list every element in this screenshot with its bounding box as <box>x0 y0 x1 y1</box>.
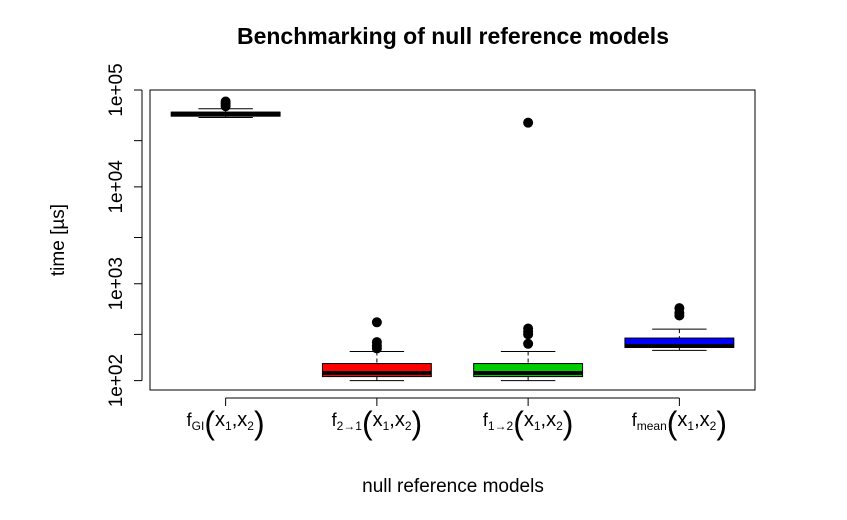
box-3 <box>473 117 584 382</box>
x-tick-label: fGI(x1,x2) <box>187 405 265 441</box>
outlier-point <box>220 96 231 107</box>
x-axis-label: null reference models <box>362 476 544 497</box>
y-tick-label: 1e+05 <box>106 63 127 116</box>
box-1 <box>170 96 281 119</box>
outlier-point <box>674 303 685 314</box>
y-axis-label: time [µs] <box>48 204 69 276</box>
chart-title: Benchmarking of null reference models <box>237 23 669 49</box>
y-tick-label: 1e+03 <box>106 257 127 310</box>
outlier-point <box>523 117 534 128</box>
outlier-point <box>371 337 382 348</box>
x-tick-label: f1→2(x1,x2) <box>483 405 574 441</box>
x-tick-label: fmean(x1,x2) <box>632 405 727 441</box>
y-tick-label: 1e+02 <box>106 354 127 407</box>
outlier-point <box>523 323 534 334</box>
outlier-point <box>371 317 382 328</box>
box-4 <box>624 303 735 351</box>
x-axis: fGI(x1,x2) f2→1(x1,x2) f1→2(x1,x2) fmean(x1… <box>187 397 727 441</box>
boxes <box>170 96 735 382</box>
y-axis: 1e+02 1e+03 1e+04 1e+05 <box>106 63 143 407</box>
y-tick-label: 1e+04 <box>106 160 127 214</box>
plot-area <box>149 89 756 391</box>
box-2 <box>321 317 432 382</box>
x-tick-label: f2→1(x1,x2) <box>332 405 423 441</box>
outlier-point <box>523 338 534 349</box>
